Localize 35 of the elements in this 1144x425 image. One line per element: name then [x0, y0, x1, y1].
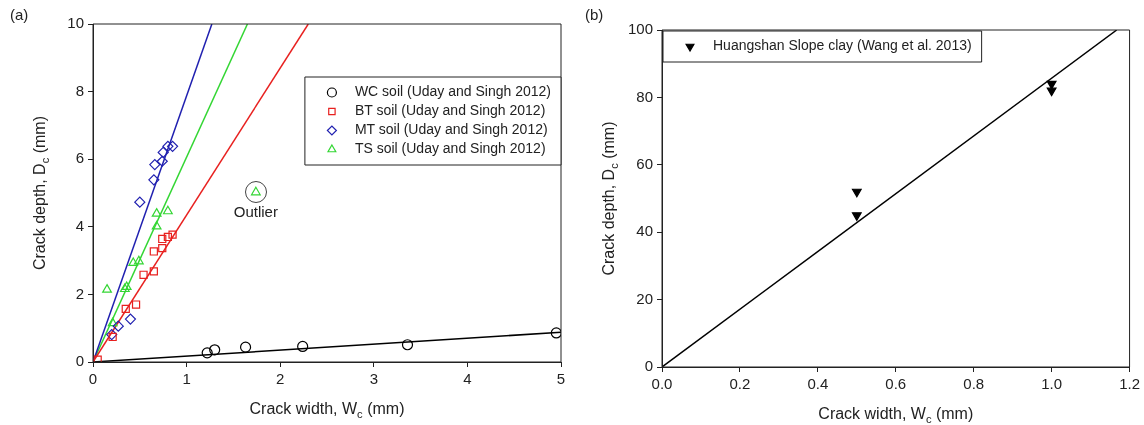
y-tick-label: 40 [636, 222, 653, 240]
x-tick-label: 1.0 [1041, 375, 1063, 393]
y-tick-label: 10 [67, 14, 84, 32]
y-axis-title: Crack depth, Dc (mm) [600, 121, 620, 276]
y-tick-label: 4 [75, 216, 84, 234]
legend-label: WC soil (Uday and Singh 2012) [354, 83, 552, 100]
x-tick-label: 4 [463, 370, 472, 388]
y-tick-label: 100 [627, 20, 653, 38]
x-tick-label: 1.2 [1119, 375, 1140, 393]
text: (a) [10, 5, 29, 23]
x-tick-label: 5 [556, 370, 566, 388]
text: (b) [585, 5, 604, 23]
y-tick-label: 80 [636, 87, 653, 105]
x-tick-label: 2 [276, 370, 285, 388]
y-tick-label: 8 [75, 81, 84, 99]
x-tick-label: 0.2 [729, 375, 751, 393]
y-tick-label: 6 [75, 149, 84, 167]
x-tick-label: 0.0 [651, 375, 673, 393]
x-tick-label: 1 [182, 370, 191, 388]
x-tick-label: 3 [369, 370, 378, 388]
y-tick-label: 60 [636, 154, 653, 172]
x-tick-label: 0.8 [963, 375, 985, 393]
legend-label: MT soil (Uday and Singh 2012) [354, 121, 548, 138]
y-tick-label: 2 [75, 284, 84, 302]
y-tick-label: 0 [75, 352, 84, 370]
legend-label: BT soil (Uday and Singh 2012) [354, 102, 546, 119]
x-tick-label: 0 [88, 370, 98, 388]
y-axis-title: Crack depth, Dc (mm) [31, 115, 51, 271]
x-tick-label: 0.6 [885, 375, 907, 393]
y-tick-label: 0 [644, 357, 653, 375]
annotation: Outlier [233, 202, 278, 220]
y-tick-label: 20 [636, 289, 653, 307]
x-tick-label: 0.4 [807, 375, 829, 393]
legend-label: TS soil (Uday and Singh 2012) [354, 140, 546, 157]
legend-label: Huangshan Slope clay (Wang et al. 2013) [713, 37, 972, 54]
